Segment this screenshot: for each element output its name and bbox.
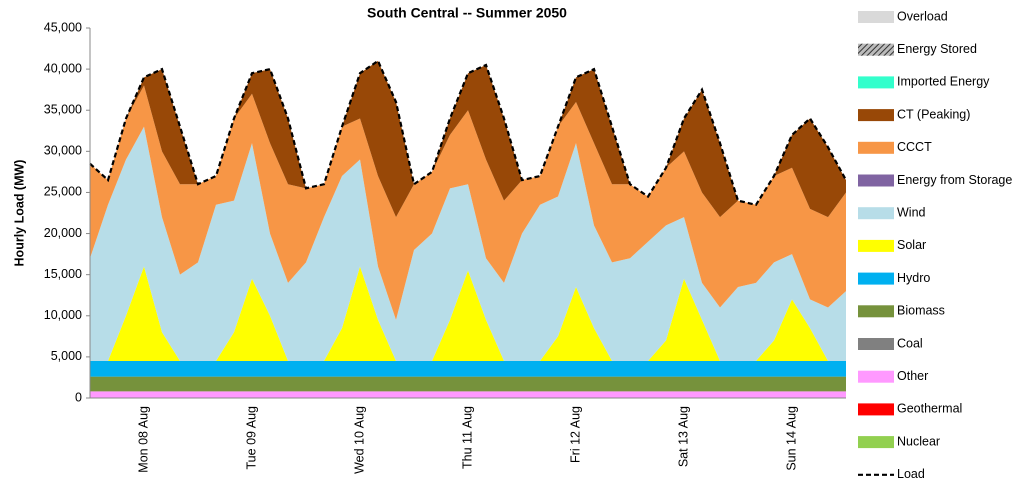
- x-tick-label: Mon 08 Aug: [136, 406, 150, 473]
- line: [89, 59, 847, 207]
- x-tick-label: Thu 11 Aug: [460, 406, 474, 469]
- legend-swatch: [858, 43, 894, 56]
- legend-swatch: [858, 370, 894, 383]
- legend-label: Energy Stored: [897, 42, 977, 56]
- x-tick-label: Sun 14 Aug: [784, 406, 798, 471]
- y-axis-title: Hourly Load (MW): [12, 160, 26, 267]
- legend-label: Geothermal: [897, 402, 962, 416]
- legend-label: Overload: [897, 9, 948, 23]
- legend-label: Solar: [897, 238, 926, 252]
- legend-swatch: [858, 109, 894, 122]
- legend-label: Energy from Storage: [897, 173, 1012, 187]
- x-tick-label: Sat 13 Aug: [676, 406, 690, 467]
- y-tick-label: 25,000: [44, 185, 82, 199]
- legend-label: Wind: [897, 205, 926, 219]
- legend-label: Hydro: [897, 271, 930, 285]
- area: [90, 85, 846, 320]
- area: [90, 126, 846, 362]
- x-tick-label: Fri 12 Aug: [568, 406, 582, 463]
- chart-title: South Central -- Summer 2050: [367, 5, 567, 21]
- legend-label: Load: [897, 467, 925, 481]
- area: [90, 376, 846, 392]
- legend-swatch: [858, 403, 894, 416]
- legend-swatch: [858, 207, 894, 220]
- y-tick-label: 10,000: [44, 308, 82, 322]
- legend-swatch: [858, 436, 894, 449]
- legend-swatch: [858, 338, 894, 350]
- legend-swatch: [858, 11, 894, 23]
- y-tick-label: 30,000: [44, 144, 82, 158]
- legend-label: Biomass: [897, 304, 945, 318]
- y-tick-label: 20,000: [44, 226, 82, 240]
- area: [90, 361, 846, 377]
- legend-label: Imported Energy: [897, 75, 990, 89]
- legend-label: CCCT: [897, 140, 932, 154]
- y-tick-label: 5,000: [51, 349, 82, 363]
- y-tick-label: 40,000: [44, 61, 82, 75]
- legend-swatch: [858, 239, 894, 252]
- area: [90, 266, 846, 361]
- legend-swatch: [858, 272, 894, 285]
- y-tick-label: 0: [75, 390, 82, 404]
- legend-label: Coal: [897, 336, 923, 350]
- legend-swatch: [858, 141, 894, 154]
- y-tick-label: 15,000: [44, 267, 82, 281]
- area: [90, 391, 846, 398]
- legend-label: Nuclear: [897, 434, 940, 448]
- area: [90, 60, 846, 218]
- legend-swatch: [858, 305, 894, 318]
- y-tick-label: 35,000: [44, 103, 82, 117]
- legend-label: CT (Peaking): [897, 107, 970, 121]
- legend-label: Other: [897, 369, 928, 383]
- legend-swatch: [858, 76, 894, 89]
- x-tick-label: Wed 10 Aug: [352, 406, 366, 474]
- legend-swatch: [858, 174, 894, 187]
- y-tick-label: 45,000: [44, 20, 82, 34]
- x-tick-label: Tue 09 Aug: [244, 406, 258, 470]
